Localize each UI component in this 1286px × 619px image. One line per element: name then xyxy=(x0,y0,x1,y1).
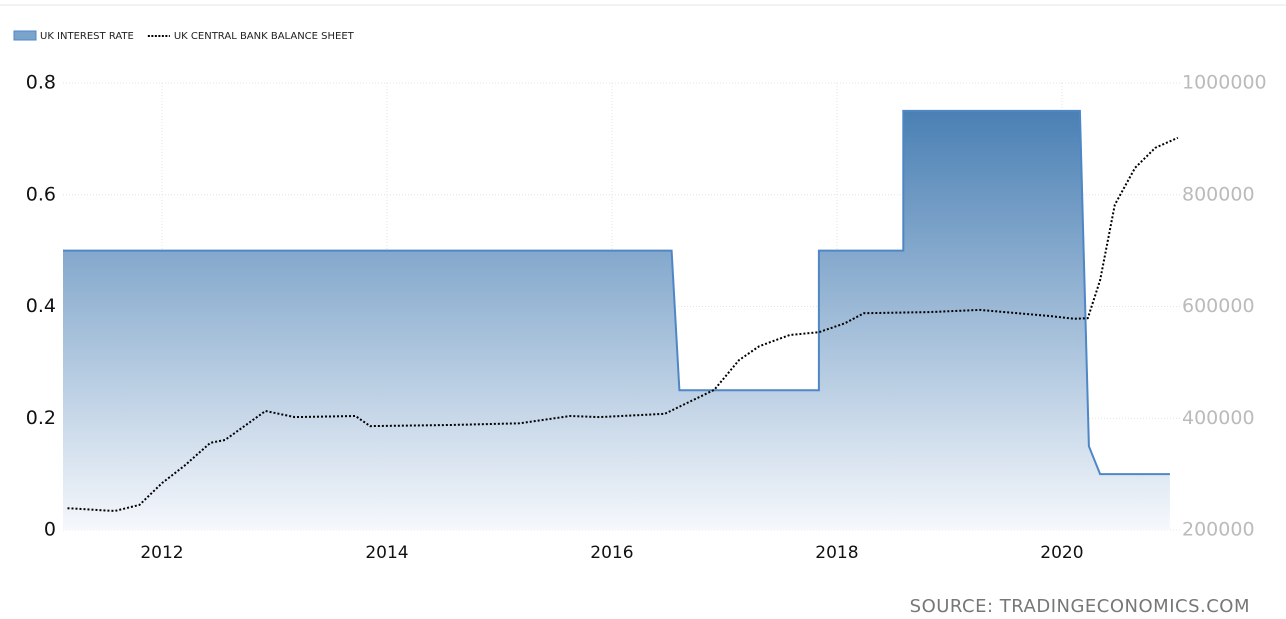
x-tick-label: 2018 xyxy=(815,543,858,563)
y2-tick-label: 400000 xyxy=(1182,407,1255,429)
y-tick-label: 0.8 xyxy=(26,72,56,94)
legend-swatch xyxy=(13,30,37,41)
x-tick-label: 2014 xyxy=(365,543,408,563)
x-tick-label: 2016 xyxy=(590,543,633,563)
y-tick-label: 0.4 xyxy=(26,295,56,317)
source: SOURCE: TRADINGECONOMICS.COM xyxy=(910,596,1250,617)
y-tick-label: 0.2 xyxy=(26,407,56,429)
y-tick-label: 0 xyxy=(44,519,56,541)
y2-tick-label: 1000000 xyxy=(1182,72,1267,94)
y2-tick-label: 800000 xyxy=(1182,183,1255,205)
legend-label: UK CENTRAL BANK BALANCE SHEET xyxy=(174,31,355,42)
rate-line xyxy=(63,109,1170,476)
y-tick-label: 0.6 xyxy=(26,183,56,205)
y2-tick-label: 600000 xyxy=(1182,295,1255,317)
rate-area xyxy=(63,110,1170,531)
x-tick-label: 2012 xyxy=(140,543,183,563)
balance-line xyxy=(67,136,1179,513)
legend-label: UK INTEREST RATE xyxy=(40,31,134,42)
y2-tick-label: 200000 xyxy=(1182,519,1255,541)
x-tick-label: 2020 xyxy=(1040,543,1083,563)
